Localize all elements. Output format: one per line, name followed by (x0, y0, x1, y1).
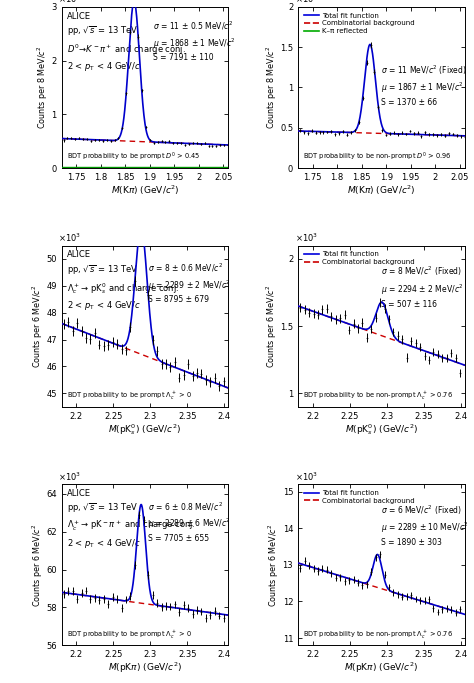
Y-axis label: Counts per 8 MeV/$c^2$: Counts per 8 MeV/$c^2$ (264, 46, 279, 129)
Legend: Total fit function, Combinatorial background: Total fit function, Combinatorial backgr… (303, 489, 415, 504)
Legend: Total fit function, Combinatorial background: Total fit function, Combinatorial backgr… (303, 251, 415, 266)
Y-axis label: Counts per 6 MeV/$c^2$: Counts per 6 MeV/$c^2$ (267, 523, 281, 607)
X-axis label: $M$(K$\pi$) (GeV/$c^2$): $M$(K$\pi$) (GeV/$c^2$) (347, 183, 416, 197)
Text: ALICE
pp, $\sqrt{s}$ = 13 TeV
$\Lambda_c^+\!\rightarrow\!$ pK$^-\pi^+$ and charg: ALICE pp, $\sqrt{s}$ = 13 TeV $\Lambda_c… (67, 489, 195, 550)
Text: BDT probability to be non-prompt $D^0$ > 0.96: BDT probability to be non-prompt $D^0$ >… (303, 151, 452, 163)
Text: $\times10^3$: $\times10^3$ (58, 232, 82, 244)
Text: $\times10^3$: $\times10^3$ (58, 0, 82, 5)
Text: BDT probability to be prompt $\Lambda_c^+$ > 0: BDT probability to be prompt $\Lambda_c^… (67, 628, 191, 641)
Text: $\sigma$ = 6 MeV/$c^2$ (Fixed)
$\mu$ = 2289 ± 10 MeV/$c^2$
S = 1890 ± 303: $\sigma$ = 6 MeV/$c^2$ (Fixed) $\mu$ = 2… (381, 503, 469, 547)
Text: BDT probability to be non-prompt $\Lambda_c^+$ > 0.76: BDT probability to be non-prompt $\Lambd… (303, 389, 453, 402)
Text: ALICE
pp, $\sqrt{s}$ = 13 TeV
$D^0\!\rightarrow\! K^-\pi^+$ and charge conj.
2 <: ALICE pp, $\sqrt{s}$ = 13 TeV $D^0\!\rig… (67, 12, 185, 73)
Text: $\sigma$ = 8 ± 0.6 MeV/$c^2$
$\mu$ = 2289 ± 2 MeV/$c^2$
S = 8795 ± 679: $\sigma$ = 8 ± 0.6 MeV/$c^2$ $\mu$ = 228… (148, 262, 231, 305)
Text: ALICE
pp, $\sqrt{s}$ = 13 TeV
$\Lambda_c^+\!\rightarrow\!$ pK$_s^0$ and charge c: ALICE pp, $\sqrt{s}$ = 13 TeV $\Lambda_c… (67, 251, 179, 312)
Text: $\times10^3$: $\times10^3$ (295, 0, 318, 5)
Text: $\sigma$ = 11 ± 0.5 MeV/$c^2$
$\mu$ = 1868 ± 1 MeV/$c^2$
S = 7191 ± 110: $\sigma$ = 11 ± 0.5 MeV/$c^2$ $\mu$ = 18… (153, 20, 236, 62)
X-axis label: $M$(pK$\pi$) (GeV/$c^2$): $M$(pK$\pi$) (GeV/$c^2$) (344, 660, 419, 675)
Text: $\times10^3$: $\times10^3$ (295, 470, 318, 483)
Y-axis label: Counts per 6 MeV/$c^2$: Counts per 6 MeV/$c^2$ (264, 284, 279, 368)
X-axis label: $M$(pK$\pi$) (GeV/$c^2$): $M$(pK$\pi$) (GeV/$c^2$) (108, 660, 182, 675)
Text: BDT probability to be prompt $\Lambda_c^+$ > 0: BDT probability to be prompt $\Lambda_c^… (67, 389, 191, 402)
Y-axis label: Counts per 8 MeV/$c^2$: Counts per 8 MeV/$c^2$ (36, 46, 50, 129)
Text: $\sigma$ = 11 MeV/$c^2$ (Fixed)
$\mu$ = 1867 ± 1 MeV/$c^2$
S = 1370 ± 66: $\sigma$ = 11 MeV/$c^2$ (Fixed) $\mu$ = … (381, 64, 467, 107)
X-axis label: $M$(pK$_s^0$) (GeV/$c^2$): $M$(pK$_s^0$) (GeV/$c^2$) (345, 422, 418, 437)
Legend: Total fit function, Combinatorial background, K–π reflected: Total fit function, Combinatorial backgr… (303, 12, 415, 35)
X-axis label: $M$(pK$_s^0$) (GeV/$c^2$): $M$(pK$_s^0$) (GeV/$c^2$) (108, 422, 182, 437)
Text: $\times10^3$: $\times10^3$ (295, 232, 318, 244)
Y-axis label: Counts per 6 MeV/$c^2$: Counts per 6 MeV/$c^2$ (30, 284, 45, 368)
Text: BDT probability to be non-prompt $\Lambda_c^+$ > 0.76: BDT probability to be non-prompt $\Lambd… (303, 628, 453, 641)
Y-axis label: Counts per 6 MeV/$c^2$: Counts per 6 MeV/$c^2$ (30, 523, 45, 607)
Text: $\sigma$ = 6 ± 0.8 MeV/$c^2$
$\mu$ = 2289 ± 6 MeV/$c^2$
S = 7705 ± 655: $\sigma$ = 6 ± 0.8 MeV/$c^2$ $\mu$ = 228… (148, 500, 231, 543)
Text: $\times10^3$: $\times10^3$ (58, 470, 82, 483)
Text: BDT probability to be prompt $D^0$ > 0.45: BDT probability to be prompt $D^0$ > 0.4… (67, 151, 200, 163)
X-axis label: $M$(K$\pi$) (GeV/$c^2$): $M$(K$\pi$) (GeV/$c^2$) (110, 183, 179, 197)
Text: $\sigma$ = 8 MeV/$c^2$ (Fixed)
$\mu$ = 2294 ± 2 MeV/$c^2$
S = 507 ± 116: $\sigma$ = 8 MeV/$c^2$ (Fixed) $\mu$ = 2… (381, 265, 464, 309)
